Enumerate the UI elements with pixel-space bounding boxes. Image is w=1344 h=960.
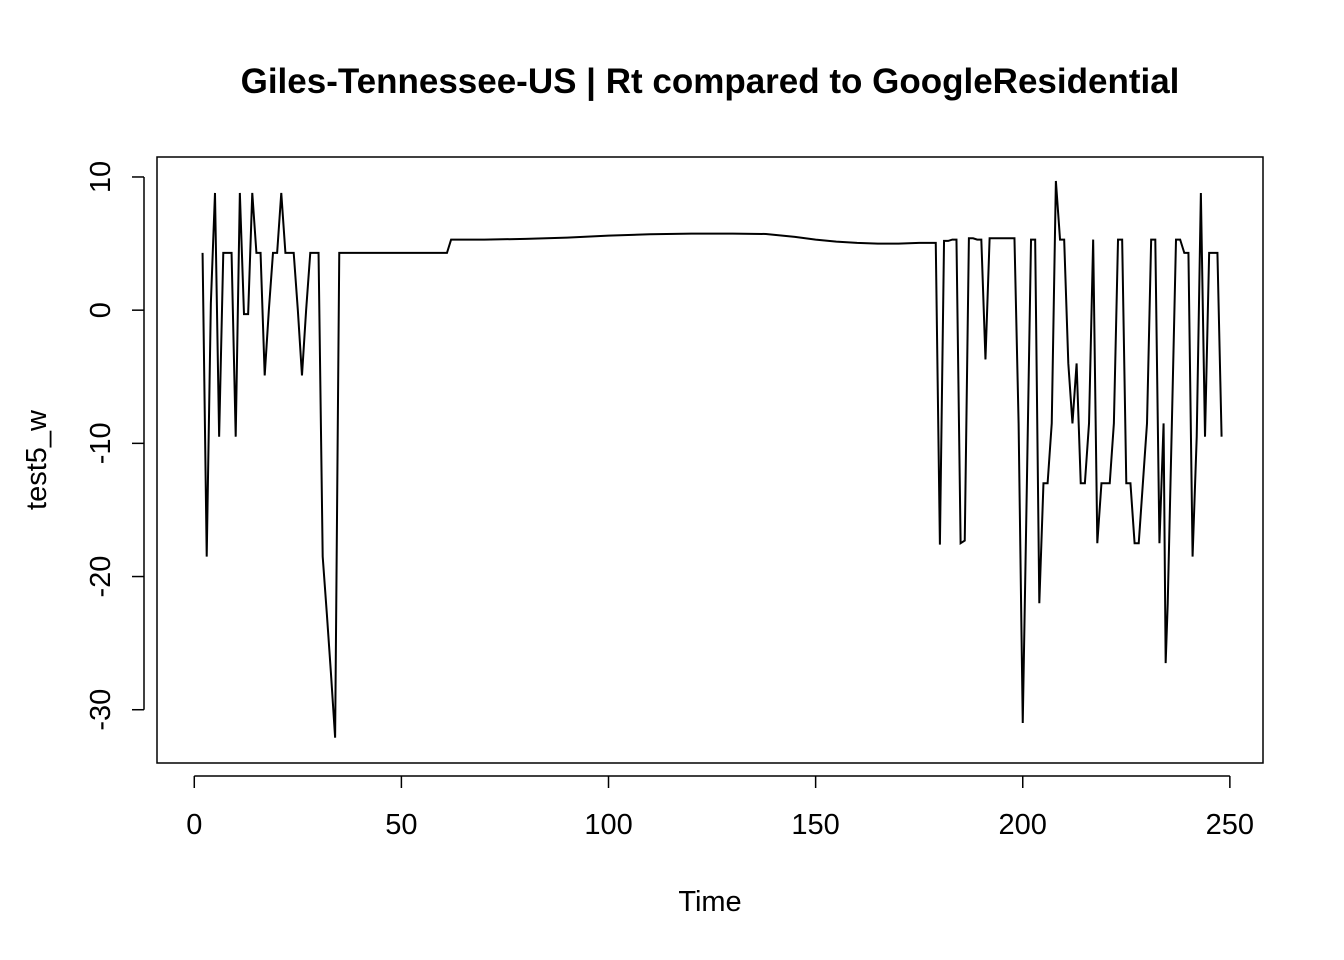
x-tick-label-150: 150 bbox=[791, 809, 839, 841]
chart-title: Giles-Tennessee-US | Rt compared to Goog… bbox=[241, 62, 1180, 101]
x-axis-label: Time bbox=[678, 886, 741, 918]
x-tick-label-250: 250 bbox=[1206, 809, 1254, 841]
x-tick-label-200: 200 bbox=[999, 809, 1047, 841]
y-tick-label--30: -30 bbox=[85, 689, 117, 731]
y-tick-label-0: 0 bbox=[85, 302, 117, 318]
y-axis: -30 -20 -10 0 10 bbox=[85, 161, 145, 731]
y-axis-label: test5_w bbox=[21, 409, 53, 510]
plot-frame bbox=[156, 156, 1264, 764]
x-tick-label-0: 0 bbox=[186, 809, 202, 841]
x-axis: 0 50 100 150 200 250 bbox=[186, 775, 1254, 841]
x-tick-label-50: 50 bbox=[385, 809, 417, 841]
y-tick-label-10: 10 bbox=[85, 161, 117, 193]
series-line bbox=[201, 180, 1223, 738]
y-tick-label--20: -20 bbox=[85, 556, 117, 598]
x-tick-label-100: 100 bbox=[584, 809, 632, 841]
y-tick-label--10: -10 bbox=[85, 422, 117, 464]
